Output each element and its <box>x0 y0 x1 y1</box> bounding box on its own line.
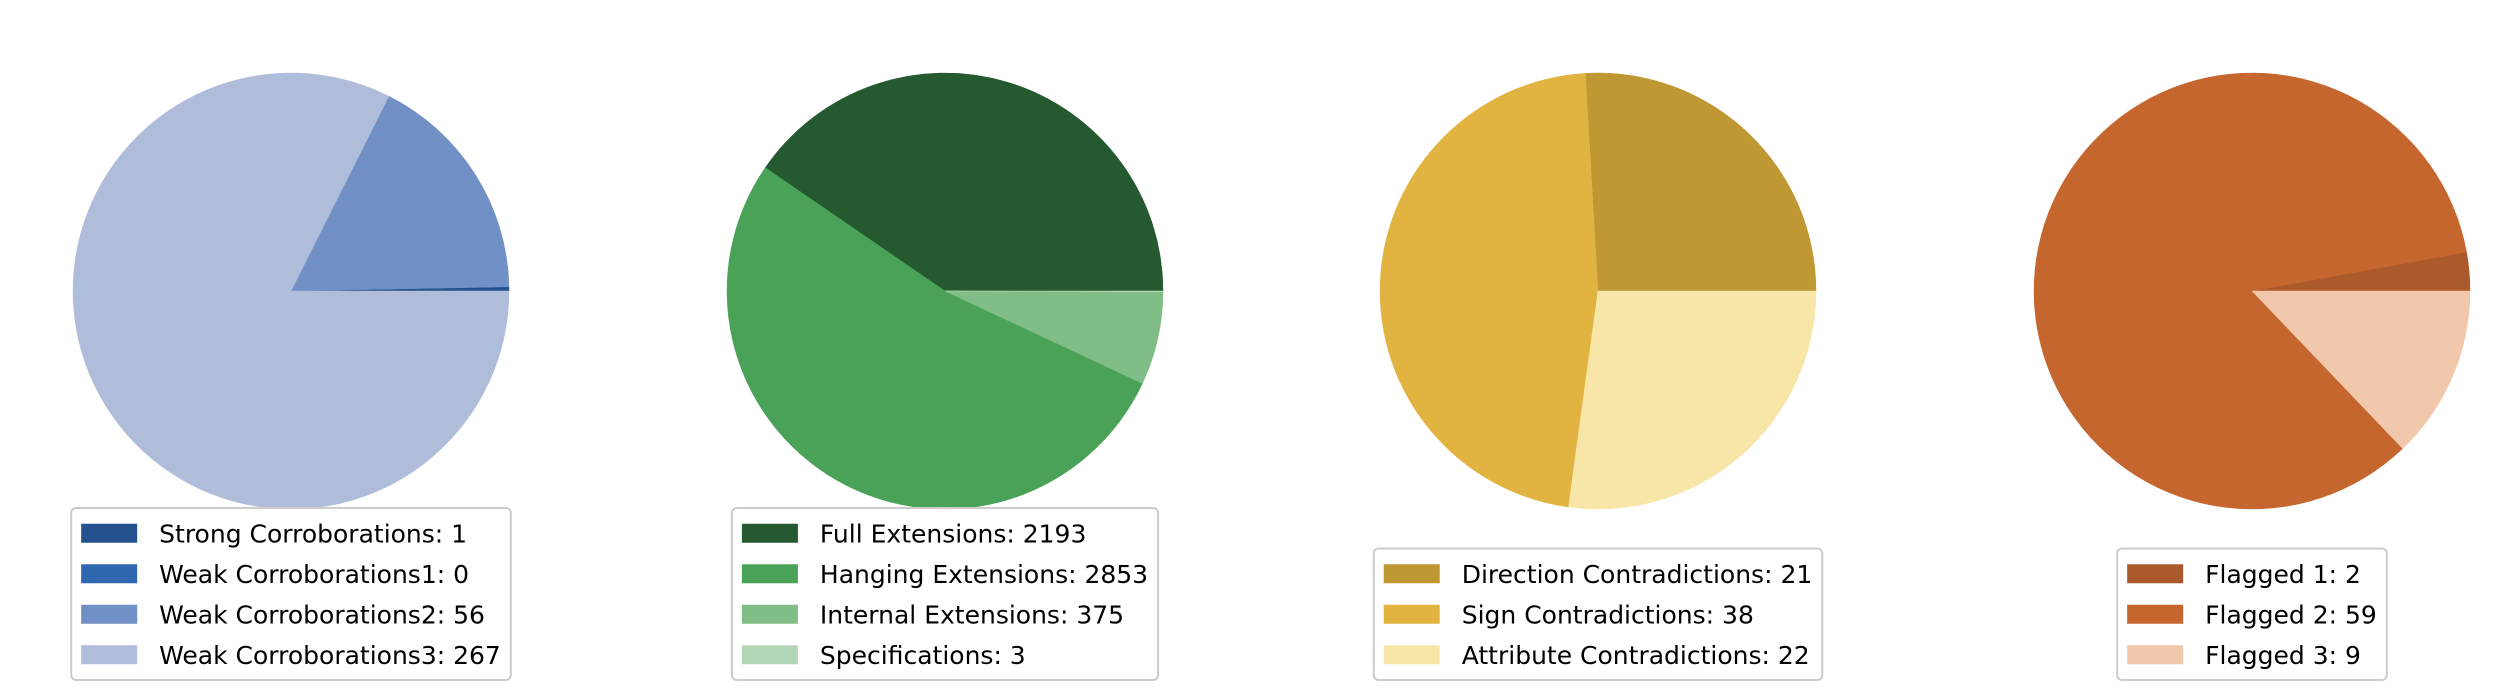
legend-label: Specifications: 3 <box>820 641 1026 670</box>
legend-swatch <box>2127 645 2184 665</box>
legend-label: Strong Corroborations: 1 <box>159 519 467 548</box>
legend-label: Flagged 2: 59 <box>2205 600 2377 629</box>
legend: Direction Contradictions: 21 Sign Contrad… <box>1372 547 1824 681</box>
legend-swatch <box>2127 564 2184 584</box>
legend-swatch <box>741 523 798 543</box>
pie-chart-3: Direction Contradictions: 21 Sign Contrad… <box>1372 72 1824 681</box>
legend-swatch <box>81 604 138 624</box>
legend-label: Weak Corroborations1: 0 <box>159 560 469 589</box>
legend-label: Weak Corroborations2: 56 <box>159 600 485 629</box>
legend-label: Flagged 3: 9 <box>2205 641 2361 670</box>
legend-label: Direction Contradictions: 21 <box>1462 560 1813 589</box>
legend-swatch <box>741 604 798 624</box>
pie-slice <box>290 95 510 292</box>
legend-label: Attribute Contradictions: 22 <box>1462 641 1810 670</box>
legend-swatch <box>81 523 138 543</box>
legend: Flagged 1: 2 Flagged 2: 59 Flagged 3: 9 <box>2116 547 2388 681</box>
legend-swatch <box>741 645 798 665</box>
legend-swatch <box>741 564 798 584</box>
pie-chart-4: Flagged 1: 2 Flagged 2: 59 Flagged 3: 9 <box>2033 72 2471 681</box>
legend-label: Hanging Extensions: 2853 <box>820 560 1148 589</box>
legend-label: Internal Extensions: 375 <box>820 600 1124 629</box>
legend-swatch <box>1383 564 1440 584</box>
pie-slice <box>726 167 1143 510</box>
pie-slice <box>1379 73 1599 508</box>
legend-frame <box>2116 547 2388 681</box>
legend-swatch <box>81 645 138 665</box>
legend-label: Full Extensions: 2193 <box>820 519 1086 548</box>
legend-label: Sign Contradictions: 38 <box>1462 600 1754 629</box>
legend-swatch <box>81 564 138 584</box>
pie-chart-1: Strong Corroborations: 1 Weak Corroborati… <box>70 72 512 681</box>
legend-label: Weak Corroborations3: 267 <box>159 641 501 670</box>
pie-slice <box>1568 290 1817 510</box>
pie-slice <box>764 72 1164 292</box>
legend-frame <box>1372 547 1824 681</box>
legend-frame <box>70 507 512 681</box>
pie-slice <box>2251 290 2471 449</box>
pie-slice <box>1585 72 1817 292</box>
legend: Full Extensions: 2193 Hanging Extensions:… <box>730 507 1160 681</box>
legend-frame <box>730 507 1160 681</box>
pie-slice <box>2033 72 2467 510</box>
legend-label: Flagged 1: 2 <box>2205 560 2361 589</box>
legend: Strong Corroborations: 1 Weak Corroborati… <box>70 507 512 681</box>
legend-swatch <box>1383 604 1440 624</box>
pie-slice <box>72 72 510 510</box>
pie-chart-2: Full Extensions: 2193 Hanging Extensions:… <box>726 72 1164 681</box>
pie-slice <box>944 290 1164 293</box>
legend-swatch <box>2127 604 2184 624</box>
legend-swatch <box>1383 645 1440 665</box>
